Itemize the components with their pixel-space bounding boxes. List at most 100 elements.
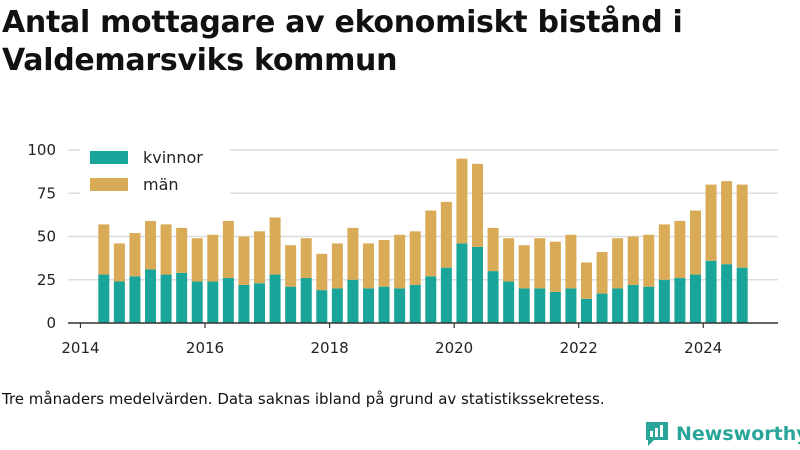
- bar-kvinnor-38: [689, 274, 701, 323]
- bar-män-31: [580, 262, 592, 299]
- bar-chart-logo-icon: [646, 422, 668, 446]
- bar-män-19: [394, 234, 406, 289]
- bar-kvinnor-3: [145, 269, 157, 323]
- legend-label-män: män: [143, 175, 179, 194]
- brand[interactable]: Newsworthy: [644, 420, 800, 448]
- bar-män-40: [721, 181, 733, 265]
- bar-män-7: [207, 234, 219, 282]
- bar-kvinnor-0: [98, 274, 110, 323]
- bar-kvinnor-1: [113, 281, 125, 323]
- bar-män-41: [736, 184, 748, 268]
- bar-män-25: [487, 227, 499, 272]
- footnote: Tre månaders medelvärden. Data saknas ib…: [2, 390, 605, 408]
- y-tick-label-0: 0: [46, 314, 56, 332]
- bar-män-24: [471, 163, 483, 247]
- y-tick-label-75: 75: [37, 184, 56, 202]
- bar-kvinnor-25: [487, 271, 499, 323]
- y-tick-label-50: 50: [37, 228, 56, 246]
- bar-män-12: [285, 245, 297, 287]
- bar-män-1: [113, 243, 125, 282]
- bar-män-29: [549, 241, 561, 292]
- bar-kvinnor-6: [191, 281, 203, 323]
- bar-kvinnor-24: [471, 246, 483, 323]
- bar-kvinnor-29: [549, 291, 561, 323]
- x-tick-label-2018: 2018: [310, 339, 348, 357]
- bar-män-13: [300, 238, 312, 279]
- bar-män-27: [518, 245, 530, 289]
- bar-kvinnor-28: [534, 288, 546, 323]
- bar-kvinnor-13: [300, 278, 312, 323]
- x-tick-label-2020: 2020: [435, 339, 473, 357]
- bar-män-6: [191, 238, 203, 282]
- bar-kvinnor-12: [285, 286, 297, 323]
- bar-kvinnor-34: [627, 284, 639, 323]
- bar-män-2: [129, 233, 141, 277]
- bar-kvinnor-18: [378, 286, 390, 323]
- bars: [98, 158, 748, 323]
- bar-män-34: [627, 236, 639, 285]
- bar-kvinnor-11: [269, 274, 281, 323]
- bar-kvinnor-37: [674, 278, 686, 323]
- bar-kvinnor-30: [565, 288, 577, 323]
- bar-män-18: [378, 239, 390, 287]
- bar-män-3: [145, 220, 157, 270]
- bar-män-37: [674, 220, 686, 279]
- bar-kvinnor-40: [721, 264, 733, 323]
- bar-män-36: [658, 224, 670, 280]
- legend-swatch-män: [90, 178, 128, 191]
- bar-kvinnor-26: [503, 281, 515, 323]
- bar-kvinnor-20: [409, 284, 421, 323]
- bar-män-30: [565, 234, 577, 289]
- bar-män-28: [534, 238, 546, 289]
- bar-kvinnor-14: [316, 290, 328, 323]
- bar-kvinnor-27: [518, 288, 530, 323]
- bar-kvinnor-41: [736, 267, 748, 323]
- bar-män-21: [425, 210, 437, 277]
- bar-män-22: [440, 201, 452, 268]
- bar-kvinnor-9: [238, 284, 250, 323]
- chart-title: Antal mottagare av ekonomiskt bistånd i …: [2, 5, 683, 78]
- bar-män-11: [269, 217, 281, 275]
- bar-kvinnor-19: [394, 288, 406, 323]
- bar-kvinnor-16: [347, 279, 359, 323]
- bar-män-20: [409, 231, 421, 285]
- bar-kvinnor-8: [222, 278, 234, 323]
- y-tick-label-25: 25: [37, 271, 56, 289]
- bar-kvinnor-32: [596, 293, 608, 323]
- bar-män-33: [612, 238, 624, 289]
- bar-kvinnor-7: [207, 281, 219, 323]
- bar-män-38: [689, 210, 701, 275]
- bar-män-4: [160, 224, 172, 275]
- bar-män-5: [176, 227, 188, 273]
- bar-män-15: [331, 243, 343, 289]
- x-tick-label-2016: 2016: [186, 339, 224, 357]
- bar-kvinnor-23: [456, 243, 468, 323]
- bar-män-17: [363, 243, 375, 289]
- bar-män-16: [347, 227, 359, 280]
- legend-swatch-kvinnor: [90, 151, 128, 164]
- bar-män-8: [222, 220, 234, 279]
- bar-kvinnor-36: [658, 279, 670, 323]
- bar-kvinnor-22: [440, 267, 452, 323]
- brand-name: Newsworthy: [676, 423, 800, 445]
- bar-kvinnor-4: [160, 274, 172, 323]
- bar-kvinnor-5: [176, 272, 188, 323]
- bar-kvinnor-10: [254, 283, 266, 323]
- bar-män-39: [705, 184, 717, 261]
- bar-män-23: [456, 158, 468, 244]
- bar-kvinnor-39: [705, 260, 717, 323]
- bar-kvinnor-33: [612, 288, 624, 323]
- bar-kvinnor-21: [425, 276, 437, 323]
- bar-män-0: [98, 224, 110, 275]
- legend: kvinnor män: [80, 148, 230, 208]
- legend-label-kvinnor: kvinnor: [143, 148, 203, 167]
- x-tick-label-2024: 2024: [684, 339, 722, 357]
- bar-kvinnor-2: [129, 276, 141, 323]
- y-tick-label-100: 100: [27, 141, 56, 159]
- bar-kvinnor-35: [643, 286, 655, 323]
- axes: 0 25 50 75 100 2014 2016 2018 2020 2022 2024: [27, 141, 778, 357]
- bar-män-10: [254, 231, 266, 284]
- bar-män-32: [596, 252, 608, 294]
- bar-män-9: [238, 236, 250, 285]
